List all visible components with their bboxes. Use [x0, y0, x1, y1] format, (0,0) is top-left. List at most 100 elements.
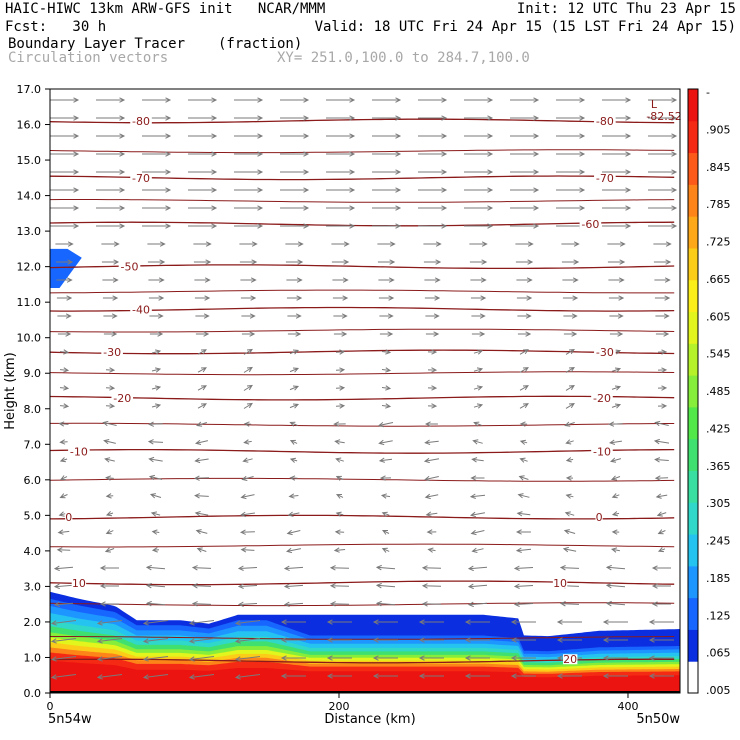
- wind-vector: [556, 205, 586, 211]
- contour-label-bg: [591, 393, 613, 404]
- wind-vector: [602, 619, 628, 625]
- wind-vector: [372, 619, 398, 625]
- wind-vector: [59, 439, 68, 445]
- wind-vector: [418, 637, 444, 643]
- wind-vector: [372, 223, 402, 229]
- wind-vector: [243, 439, 252, 445]
- contour-label: -80: [132, 115, 150, 128]
- contour-label-bg: [130, 172, 152, 183]
- wind-vector: [473, 403, 484, 409]
- wind-vector: [380, 493, 391, 499]
- wind-vector: [289, 403, 300, 409]
- y-tick-label: 11.0: [17, 296, 42, 309]
- wind-vector: [605, 582, 626, 589]
- wind-vector: [427, 385, 438, 391]
- wind-vector: [280, 223, 310, 229]
- wind-vector: [326, 187, 356, 193]
- colorbar-label: .485: [706, 385, 731, 398]
- wind-vector: [425, 313, 440, 319]
- wind-vector: [151, 547, 160, 553]
- wind-vector: [517, 313, 532, 319]
- wind-vector: [610, 457, 622, 463]
- wind-vector: [654, 420, 669, 427]
- isotherm-line: [50, 306, 675, 312]
- wind-vector: [425, 331, 440, 337]
- isotherm-line: [50, 395, 675, 401]
- wind-vector: [556, 151, 586, 157]
- wind-vector: [372, 115, 402, 121]
- wind-vector: [234, 133, 264, 139]
- header-line1-right: Init: 12 UTC Thu 23 Apr 15: [516, 1, 736, 17]
- wind-vector: [464, 205, 494, 211]
- field-units: (fraction): [218, 36, 303, 52]
- wind-vector: [188, 133, 218, 139]
- wind-vector: [237, 601, 258, 607]
- wind-vector: [561, 241, 580, 247]
- wind-vector: [424, 421, 438, 427]
- minimum-marker: L: [651, 98, 658, 111]
- wind-vector: [334, 529, 345, 535]
- wind-vector: [50, 656, 77, 662]
- colorbar-label: .545: [706, 348, 731, 361]
- contour-label-bg: [594, 172, 616, 183]
- isotherm-line-minor: [50, 328, 675, 333]
- vectors-label: Circulation vectors: [8, 50, 169, 66]
- wind-vector: [59, 475, 68, 481]
- wind-vector: [326, 133, 356, 139]
- wind-vector: [381, 349, 392, 355]
- contour-label: -50: [120, 261, 138, 274]
- wind-vector: [195, 331, 210, 337]
- wind-vector: [194, 511, 209, 517]
- colorbar-swatch: [688, 406, 698, 440]
- wind-vector: [556, 133, 586, 139]
- wind-vector: [53, 601, 74, 608]
- wind-vector: [331, 259, 350, 265]
- wind-vector: [471, 547, 484, 553]
- wind-vector: [565, 349, 575, 355]
- wind-vector: [510, 673, 536, 679]
- wind-vector: [418, 619, 444, 625]
- wind-vector: [556, 187, 586, 193]
- wind-vector: [418, 205, 448, 211]
- y-tick-label: 4.0: [24, 545, 42, 558]
- field-name: Boundary Layer Tracer: [8, 36, 186, 52]
- wind-vector: [335, 511, 344, 517]
- colorbar-swatch: [688, 184, 698, 217]
- wind-vector: [197, 385, 207, 391]
- wind-vector: [378, 295, 395, 301]
- y-tick-label: 16.0: [17, 119, 42, 132]
- y-tick-label: 2.0: [24, 616, 42, 629]
- wind-vector: [240, 493, 255, 500]
- wind-vector: [280, 133, 310, 139]
- wind-vector: [280, 115, 310, 121]
- isotherm-line-minor: [50, 636, 675, 640]
- y-tick-label: 1.0: [24, 651, 42, 664]
- wind-vector: [611, 367, 622, 373]
- wind-vector: [657, 385, 668, 391]
- wind-vector: [285, 241, 304, 247]
- isotherm-line-minor: [50, 371, 675, 376]
- wind-vector: [563, 331, 578, 337]
- wind-vector: [237, 583, 258, 589]
- y-tick-label: 12.0: [17, 261, 42, 274]
- wind-vector: [142, 133, 172, 139]
- wind-vector: [556, 673, 582, 679]
- wind-vector: [148, 421, 163, 427]
- wind-vector: [105, 511, 114, 517]
- wind-vector: [426, 529, 437, 535]
- wind-vector: [611, 529, 620, 535]
- wind-vector: [467, 583, 488, 590]
- wind-vector: [379, 331, 394, 337]
- wind-vector: [283, 601, 304, 608]
- isotherm-line: [50, 118, 675, 124]
- wind-vector: [608, 421, 623, 427]
- wind-vector: [562, 277, 579, 283]
- wind-vector: [372, 133, 402, 139]
- contour-label-bg: [68, 446, 90, 457]
- wind-vector: [57, 331, 72, 337]
- wind-vector: [53, 565, 74, 572]
- colorbar-swatch: [688, 629, 698, 662]
- wind-vector: [59, 349, 70, 355]
- wind-vector: [648, 223, 678, 229]
- wind-vector: [464, 151, 494, 157]
